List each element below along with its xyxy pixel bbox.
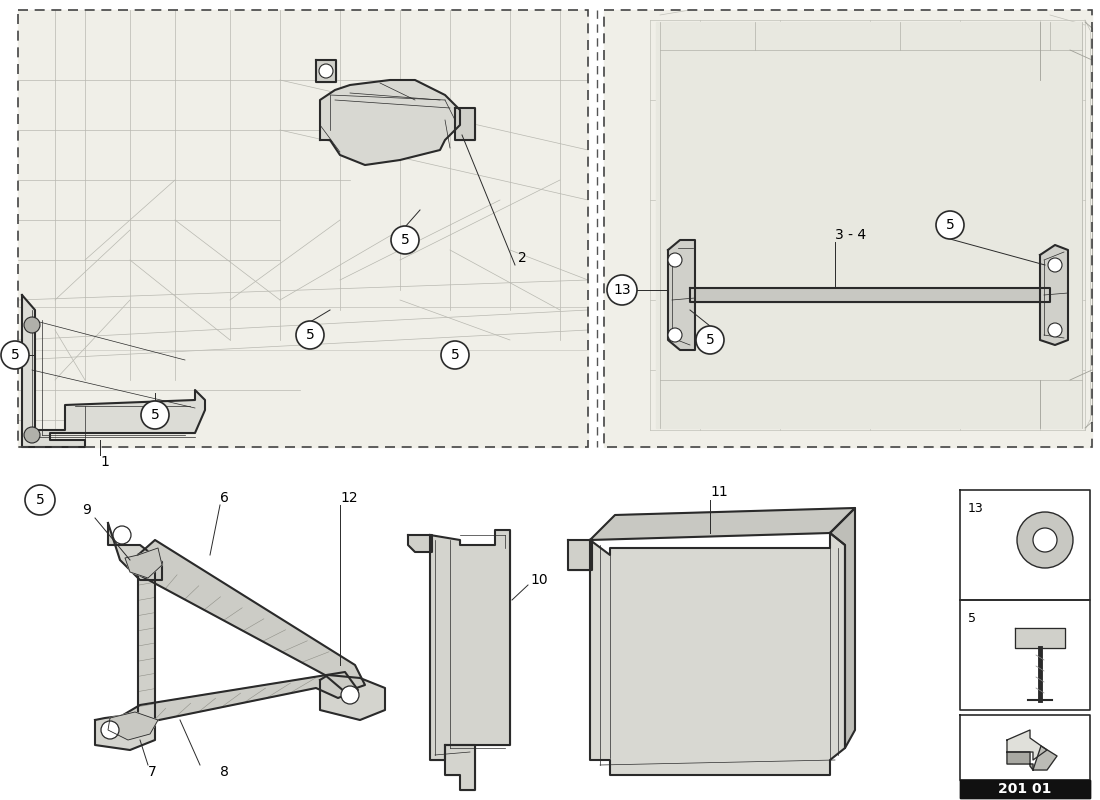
Circle shape — [668, 253, 682, 267]
Text: 8: 8 — [220, 765, 229, 779]
Circle shape — [25, 485, 55, 515]
Polygon shape — [590, 533, 845, 775]
Circle shape — [1033, 528, 1057, 552]
Polygon shape — [316, 60, 336, 82]
Polygon shape — [960, 715, 1090, 780]
Circle shape — [1048, 323, 1062, 337]
Polygon shape — [1006, 730, 1047, 760]
Circle shape — [1048, 258, 1062, 272]
Polygon shape — [110, 672, 358, 730]
Text: 5: 5 — [400, 233, 409, 247]
Text: 6: 6 — [220, 491, 229, 505]
Polygon shape — [430, 530, 510, 760]
Circle shape — [936, 211, 964, 239]
Polygon shape — [320, 80, 460, 165]
Polygon shape — [18, 10, 588, 447]
Text: 201 01: 201 01 — [999, 782, 1052, 796]
Polygon shape — [590, 508, 855, 540]
Circle shape — [668, 328, 682, 342]
Polygon shape — [22, 295, 205, 447]
Text: 5: 5 — [946, 218, 955, 232]
Polygon shape — [656, 22, 1082, 428]
Circle shape — [24, 427, 40, 443]
Circle shape — [390, 226, 419, 254]
Polygon shape — [108, 523, 162, 580]
Circle shape — [696, 326, 724, 354]
Text: 9: 9 — [82, 503, 91, 517]
Polygon shape — [690, 288, 1050, 302]
Polygon shape — [408, 535, 432, 552]
Polygon shape — [1040, 245, 1068, 345]
Text: 5: 5 — [306, 328, 315, 342]
Polygon shape — [455, 108, 475, 140]
Text: 12: 12 — [340, 491, 358, 505]
Polygon shape — [1006, 752, 1033, 770]
Polygon shape — [130, 540, 365, 692]
Text: 5: 5 — [151, 408, 160, 422]
Polygon shape — [960, 490, 1090, 600]
Polygon shape — [1033, 746, 1057, 770]
Bar — [604, 10, 1092, 447]
Circle shape — [341, 686, 359, 704]
Circle shape — [607, 275, 637, 305]
Text: 13: 13 — [968, 502, 983, 514]
Text: 11: 11 — [710, 485, 728, 499]
Text: 7: 7 — [148, 765, 156, 779]
Circle shape — [1018, 512, 1072, 568]
Text: 13: 13 — [613, 283, 630, 297]
Polygon shape — [830, 508, 855, 748]
Text: 5: 5 — [968, 611, 976, 625]
Text: 1: 1 — [100, 455, 109, 469]
Polygon shape — [108, 712, 158, 740]
Text: 10: 10 — [530, 573, 548, 587]
Polygon shape — [960, 780, 1090, 798]
Polygon shape — [125, 548, 162, 578]
Text: 5: 5 — [35, 493, 44, 507]
Circle shape — [441, 341, 469, 369]
Circle shape — [113, 526, 131, 544]
Circle shape — [141, 401, 169, 429]
Polygon shape — [960, 600, 1090, 710]
Circle shape — [101, 721, 119, 739]
Polygon shape — [1015, 628, 1065, 648]
Text: 2: 2 — [518, 251, 527, 265]
Text: 3 - 4: 3 - 4 — [835, 228, 866, 242]
Text: 5: 5 — [705, 333, 714, 347]
Polygon shape — [568, 540, 592, 570]
Circle shape — [1, 341, 29, 369]
Polygon shape — [320, 675, 385, 720]
Polygon shape — [604, 10, 1092, 447]
Polygon shape — [138, 558, 155, 726]
Circle shape — [319, 64, 333, 78]
Bar — [18, 10, 588, 447]
Text: 5: 5 — [11, 348, 20, 362]
Circle shape — [296, 321, 324, 349]
Polygon shape — [668, 240, 695, 350]
Circle shape — [24, 317, 40, 333]
Polygon shape — [95, 715, 155, 750]
Polygon shape — [446, 745, 475, 790]
Text: 5: 5 — [451, 348, 460, 362]
